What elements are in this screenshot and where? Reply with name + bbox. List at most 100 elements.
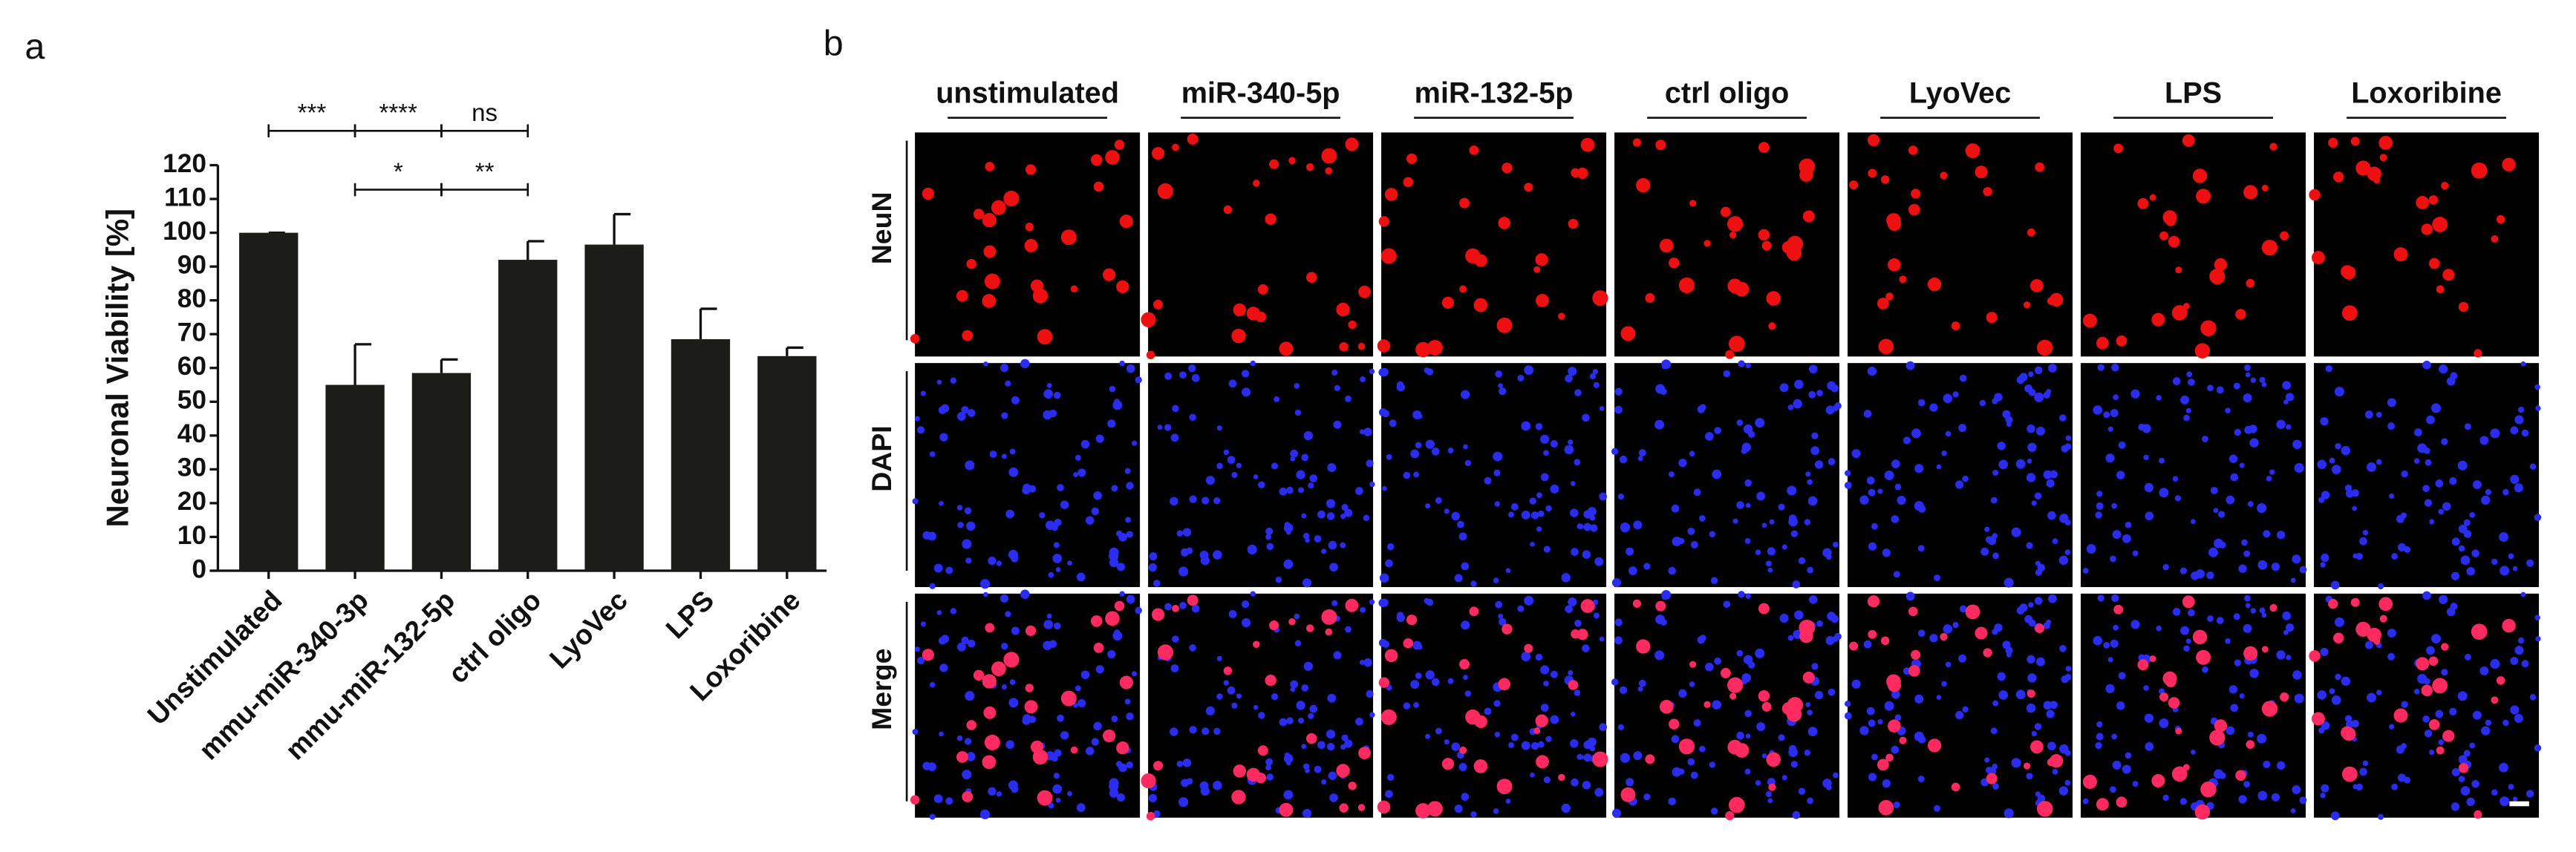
dapi-nucleus — [1458, 763, 1467, 772]
dapi-nucleus — [1954, 711, 1964, 720]
neun-cell — [2096, 336, 2109, 350]
x-tick-label: mmu-miR-132-5p — [279, 584, 460, 765]
neun-cell — [1878, 799, 1894, 816]
dapi-nucleus — [2238, 564, 2247, 573]
dapi-nucleus — [1228, 610, 1237, 618]
dapi-nucleus — [956, 642, 966, 652]
dapi-nucleus — [1936, 464, 1942, 470]
dapi-nucleus — [1369, 368, 1375, 375]
dapi-nucleus — [1305, 537, 1310, 543]
dapi-nucleus — [2244, 594, 2251, 602]
dapi-nucleus — [1936, 695, 1942, 700]
dapi-nucleus — [1454, 805, 1463, 813]
neun-cell — [1620, 787, 1636, 802]
dapi-nucleus — [1493, 700, 1501, 707]
dapi-nucleus — [2143, 454, 2149, 461]
dapi-nucleus — [996, 560, 1002, 566]
dapi-nucleus — [1994, 393, 2003, 402]
dapi-nucleus — [1470, 580, 1477, 587]
dapi-nucleus — [2064, 779, 2071, 786]
dapi-nucleus — [1286, 717, 1294, 724]
dapi-nucleus — [2026, 473, 2036, 482]
neun-cell — [2037, 801, 2053, 817]
dapi-nucleus — [939, 433, 948, 442]
dapi-nucleus — [1200, 556, 1210, 566]
neun-cell — [1758, 229, 1770, 241]
dapi-nucleus — [1386, 773, 1395, 781]
dapi-nucleus — [1744, 710, 1752, 718]
dapi-nucleus — [1793, 399, 1802, 409]
dapi-nucleus — [950, 608, 956, 615]
dapi-nucleus — [1505, 799, 1511, 804]
dapi-nucleus — [1308, 482, 1314, 489]
neun-cell — [2035, 623, 2045, 634]
dapi-nucleus — [1236, 462, 1242, 468]
dapi-nucleus — [2292, 554, 2301, 564]
neun-cell — [1536, 294, 1549, 307]
dapi-nucleus — [2331, 695, 2341, 705]
neun-cell — [984, 273, 1000, 289]
neun-cell — [2269, 142, 2277, 151]
dapi-nucleus — [2031, 730, 2037, 737]
neun-cell — [2116, 796, 2127, 808]
dapi-nucleus — [1493, 469, 1501, 476]
dapi-nucleus — [1816, 620, 1823, 627]
neun-cell — [1116, 280, 1129, 293]
dapi-nucleus — [1382, 410, 1390, 418]
dapi-nucleus — [1294, 383, 1300, 389]
dapi-nucleus — [1755, 549, 1761, 555]
dapi-nucleus — [1540, 434, 1550, 444]
dapi-nucleus — [1116, 563, 1126, 571]
neun-cell — [2436, 746, 2445, 755]
neun-cell — [1761, 701, 1772, 712]
dapi-nucleus — [1425, 670, 1435, 680]
dapi-nucleus — [2097, 594, 2104, 602]
dapi-nucleus — [1941, 450, 1947, 456]
neun-cell — [2428, 258, 2440, 269]
dapi-nucleus — [1385, 790, 1393, 799]
dapi-nucleus — [1655, 615, 1666, 625]
y-tick-label: 30 — [177, 453, 206, 482]
dapi-nucleus — [1510, 502, 1519, 511]
dapi-nucleus — [1571, 548, 1579, 556]
dapi-nucleus — [1678, 458, 1687, 468]
dapi-nucleus — [1827, 458, 1836, 465]
dapi-nucleus — [1415, 672, 1422, 679]
dapi-nucleus — [2086, 544, 2096, 554]
dapi-nucleus — [1980, 547, 1989, 556]
dapi-nucleus — [2061, 675, 2069, 684]
dapi-nucleus — [1689, 450, 1695, 457]
significance: **** — [379, 99, 418, 127]
dapi-nucleus — [2097, 364, 2104, 371]
dapi-nucleus — [1126, 594, 1135, 604]
cells — [1849, 134, 2064, 356]
dapi-nucleus — [1109, 385, 1116, 393]
neun-cell — [1265, 213, 1276, 225]
dapi-nucleus — [1053, 773, 1060, 779]
dapi-nucleus — [1868, 719, 1876, 727]
dapi-nucleus — [1579, 524, 1584, 529]
dapi-nucleus — [2481, 495, 2491, 505]
neun-cell — [1406, 153, 1418, 164]
dapi-nucleus — [1704, 432, 1714, 441]
y-tick-label: 120 — [163, 149, 206, 178]
dapi-nucleus — [1363, 514, 1370, 522]
neun-cell — [1880, 175, 1890, 184]
dapi-nucleus — [2426, 415, 2435, 425]
dapi-nucleus — [1614, 387, 1623, 396]
neun-cell — [1655, 600, 1666, 612]
dapi-nucleus — [2294, 693, 2304, 704]
dapi-nucleus — [2491, 789, 2498, 796]
dapi-nucleus — [1732, 518, 1738, 524]
neun-cell — [1786, 245, 1802, 261]
bar — [239, 232, 299, 571]
neun-cell — [922, 649, 934, 661]
dapi-nucleus — [1464, 690, 1472, 697]
dapi-nucleus — [2417, 443, 2427, 453]
neun-cell — [2047, 297, 2055, 305]
dapi-nucleus — [1178, 797, 1189, 807]
dapi-nucleus — [1152, 580, 1161, 587]
dapi-nucleus — [1131, 671, 1138, 677]
dapi-nucleus — [2534, 615, 2540, 621]
dapi-nucleus — [2367, 692, 2376, 703]
